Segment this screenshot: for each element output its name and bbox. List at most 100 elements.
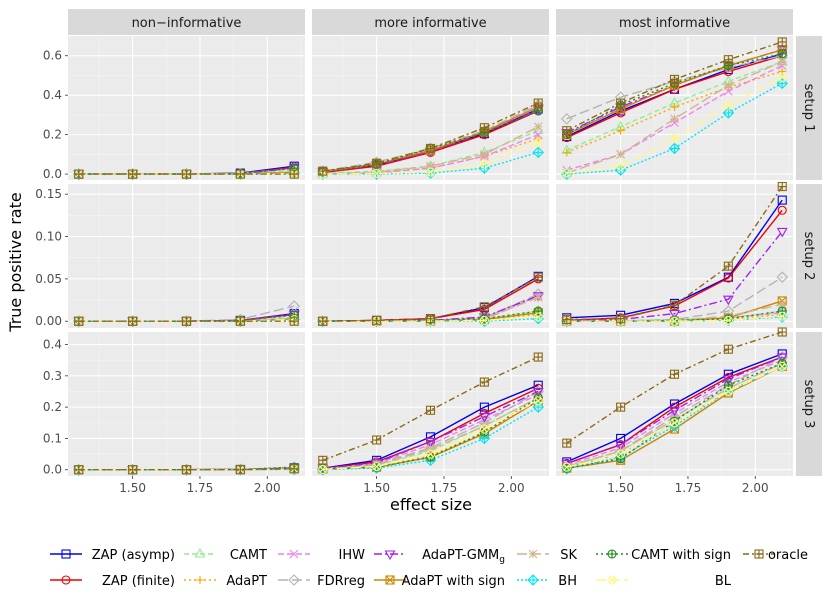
facet-strips: setup 1 setup 2 setup 3 non−informative more… [68, 9, 822, 476]
data-point [318, 316, 328, 326]
marker-plus [318, 456, 327, 465]
line-oracle [322, 102, 539, 172]
marker-x [481, 161, 488, 168]
data-point [668, 142, 681, 155]
marker-circle [723, 273, 733, 283]
data-point [533, 106, 543, 116]
marker-plus [290, 317, 299, 326]
data-point [533, 122, 543, 132]
marker-circle [479, 424, 489, 434]
marker-plus [616, 314, 625, 323]
legend: ZAP (asymp) ZAP (finite) CAMT AdaPT IHW FDRre… [48, 544, 808, 590]
panel-3-1 [68, 332, 305, 476]
data-point [425, 449, 436, 459]
marker-plus [372, 436, 381, 444]
data-point [479, 424, 489, 434]
marker-plus [534, 353, 543, 362]
data-point [777, 181, 787, 192]
data-point [616, 98, 626, 108]
data-point [532, 292, 544, 302]
marker-diamond [776, 77, 789, 90]
data-point [616, 454, 626, 464]
series-oracle [74, 316, 299, 326]
marker-plus [724, 262, 733, 271]
marker-plus [533, 402, 544, 413]
data-point [318, 455, 328, 465]
column-strip-label: non−informative [132, 16, 242, 31]
marker-square [385, 575, 395, 585]
data-point [128, 465, 138, 475]
line-adapt_gmm [566, 230, 783, 322]
column-strip-background [556, 9, 793, 35]
data-point [778, 67, 787, 76]
marker-x [563, 169, 570, 177]
legend-label: ZAP (finite) [102, 574, 175, 589]
data-point [777, 37, 787, 47]
marker-x [535, 139, 542, 146]
marker-circle [777, 311, 787, 321]
data-point [372, 315, 382, 325]
data-point [669, 406, 680, 417]
row-strip-label: setup 1 [801, 84, 816, 133]
marker-plus [534, 99, 543, 108]
data-point [528, 549, 538, 559]
y-tick-label: 0.05 [35, 272, 62, 286]
marker-diamond [478, 315, 491, 328]
data-point [669, 134, 680, 144]
data-point [289, 549, 299, 559]
marker-circle [479, 159, 489, 169]
marker-circle [616, 161, 626, 171]
series-adapt [562, 67, 787, 157]
data-point [235, 169, 245, 179]
panel-1-1 [68, 36, 305, 181]
data-point [128, 169, 138, 179]
marker-x [535, 397, 542, 405]
data-point [372, 158, 382, 168]
data-point [61, 549, 71, 559]
marker-circle [723, 315, 733, 325]
line-sk [322, 126, 539, 175]
legend-item-sk: SK [515, 544, 577, 564]
panel-3-2 [312, 332, 549, 476]
marker-x [779, 363, 786, 370]
marker-x [725, 388, 732, 395]
marker-plus [724, 345, 733, 354]
data-point [723, 55, 733, 65]
panel-2-2 [312, 184, 549, 328]
marker-circle [533, 396, 543, 406]
marker-circle [61, 575, 71, 585]
marker-plus [670, 301, 679, 310]
x-tick-label: 2.00 [742, 481, 769, 495]
data-point [776, 271, 789, 283]
marker-square [616, 433, 626, 443]
marker-circle [723, 386, 733, 397]
marker-square [777, 195, 787, 205]
x-tick-label: 1.75 [431, 481, 458, 495]
data-point [722, 295, 734, 306]
data-point [533, 137, 543, 148]
marker-x [481, 425, 488, 433]
data-point [776, 353, 788, 364]
row-strip-label: setup 2 [801, 232, 816, 281]
marker-plus [426, 406, 435, 415]
data-point [533, 312, 543, 322]
marker-x [617, 450, 624, 458]
data-point [425, 143, 436, 153]
data-point [318, 464, 328, 474]
panel-background [68, 36, 305, 180]
legend-item-bl: BL [594, 570, 732, 590]
row-strip-2: setup 2 [796, 184, 822, 328]
marker-plus [755, 550, 763, 558]
line-oracle [322, 356, 539, 461]
line-camt [566, 60, 783, 152]
marker-square [61, 549, 71, 559]
row-strip-3: setup 3 [796, 332, 822, 476]
data-point [776, 227, 788, 238]
marker-plus [372, 316, 381, 325]
line-camt_sign [566, 53, 783, 136]
marker-plus [480, 123, 489, 132]
marker-plus [372, 159, 381, 168]
line-zap_asymp [322, 384, 539, 469]
line-adapt_gmm [566, 356, 783, 465]
x-tick-label: 1.75 [675, 481, 702, 495]
